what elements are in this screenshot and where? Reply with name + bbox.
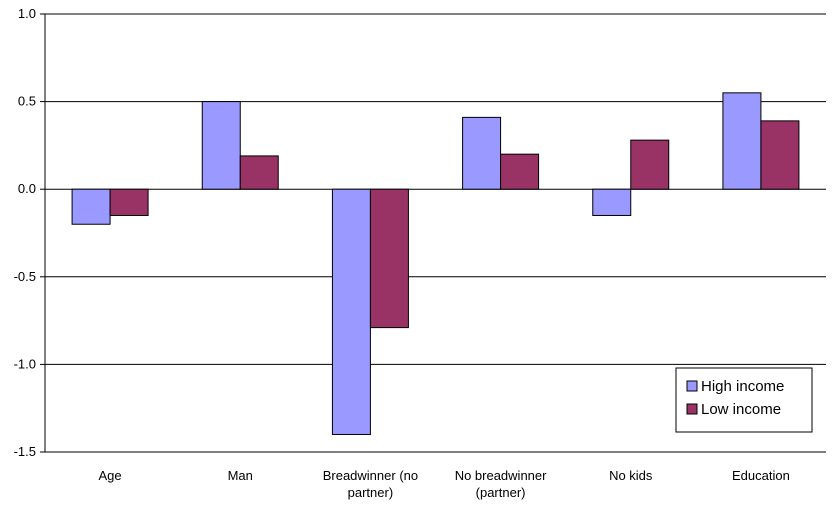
x-tick-label: No kids <box>609 468 653 483</box>
bar-high-income <box>331 188 371 435</box>
bar-high-income <box>201 101 241 190</box>
bar-low-income <box>239 155 279 190</box>
bar-low-income <box>369 188 409 329</box>
y-tick-label: -1.0 <box>14 356 36 371</box>
y-tick-label: 1.0 <box>18 6 36 21</box>
x-tick-label: Education <box>732 468 790 483</box>
legend-swatch <box>686 403 698 415</box>
y-axis-ticks: 1.0 0.5 0.0 -0.5 -1.0 -1.5 <box>14 6 45 459</box>
legend: High income Low income <box>675 367 813 433</box>
legend-label: High income <box>701 378 784 395</box>
bar-high-income <box>722 92 762 190</box>
bar-low-income <box>760 120 800 190</box>
y-tick-label: -1.5 <box>14 444 36 459</box>
x-tick-label: No breadwinner (partner) <box>455 468 547 500</box>
x-tick-label: Age <box>99 468 122 483</box>
x-tick-label: Breadwinner (no partner) <box>323 468 418 500</box>
legend-swatch <box>686 380 698 392</box>
legend-box <box>675 367 813 433</box>
legend-label: Low income <box>701 401 781 418</box>
y-tick-label: -0.5 <box>14 269 36 284</box>
bar-high-income <box>462 116 502 190</box>
x-tick-label: Man <box>228 468 253 483</box>
bar-low-income <box>500 153 540 190</box>
gridlines <box>45 13 826 453</box>
y-tick-label: 0.0 <box>18 181 36 196</box>
bar-low-income <box>109 188 149 216</box>
y-tick-label: 0.5 <box>18 94 36 109</box>
bar-high-income <box>71 188 111 225</box>
bar-low-income <box>630 139 670 190</box>
x-axis-labels: Age Man Breadwinner (no partner) No breadwin… <box>99 468 790 500</box>
bars <box>71 92 800 435</box>
bar-high-income <box>592 188 632 216</box>
